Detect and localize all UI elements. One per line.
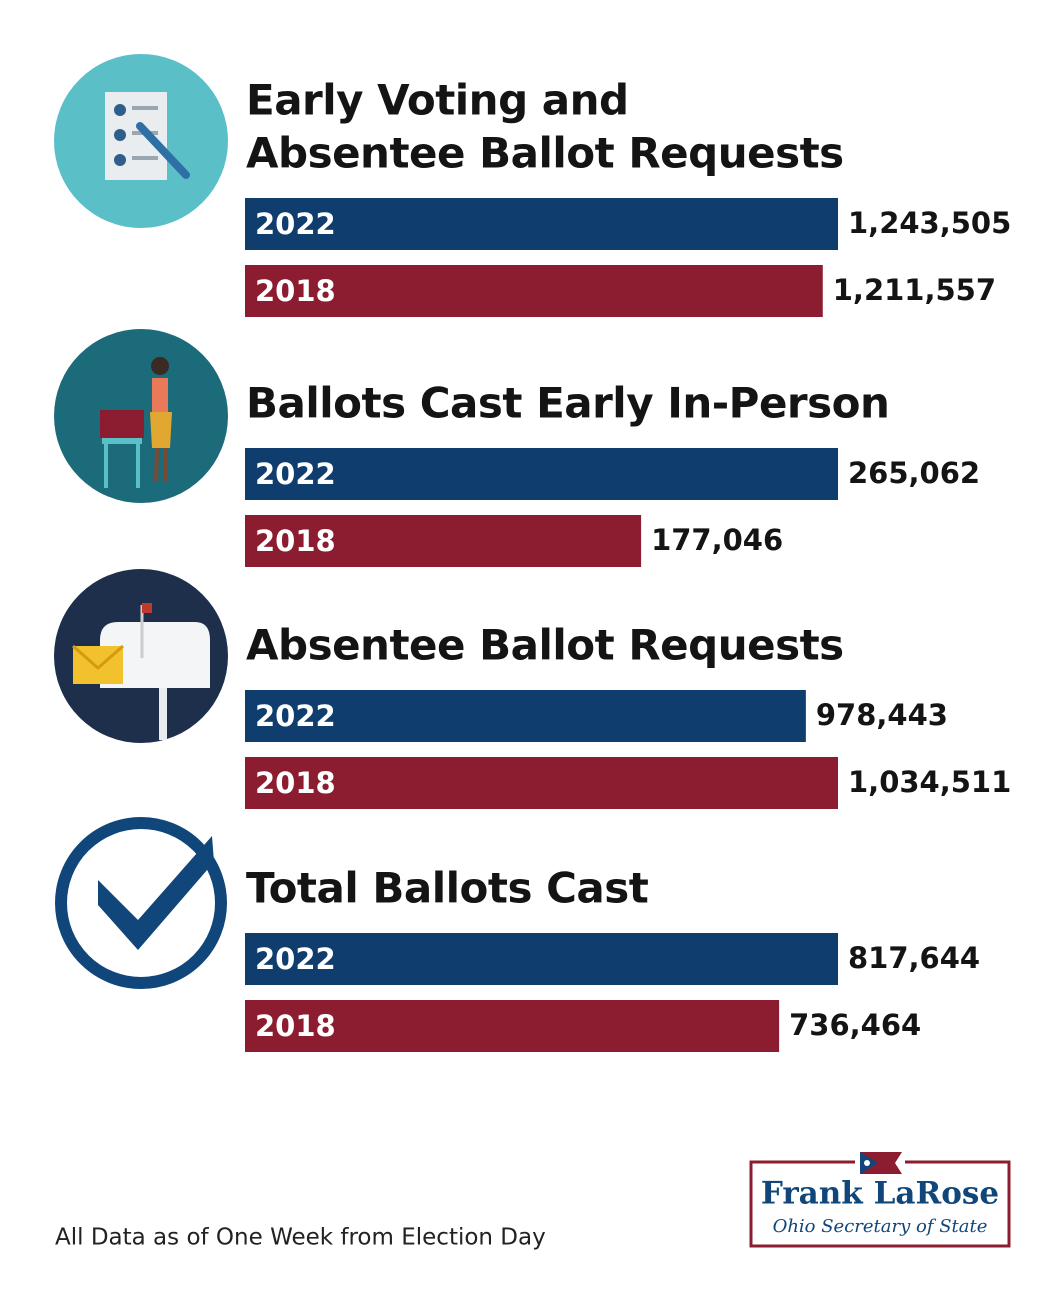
bar-category: 2018 xyxy=(255,274,336,308)
bar xyxy=(245,198,838,250)
bar xyxy=(245,933,838,985)
bar xyxy=(245,265,823,317)
bar-category: 2022 xyxy=(255,699,336,733)
bar xyxy=(245,448,838,500)
bar-category: 2022 xyxy=(255,457,336,491)
panel-title: Ballots Cast Early In-Person xyxy=(246,379,889,428)
logo-name: Frank LaRose xyxy=(761,1176,999,1212)
panel-title: Early Voting and xyxy=(246,76,629,125)
bar-value-label: 1,243,505 xyxy=(848,206,1011,240)
bar-value-label: 978,443 xyxy=(816,698,948,732)
bar xyxy=(245,1000,780,1052)
bar xyxy=(245,515,642,567)
icon-check xyxy=(55,817,227,989)
logo: Frank LaRose Ohio Secretary of State xyxy=(749,1152,1011,1248)
bar-category: 2018 xyxy=(255,1009,336,1043)
bar-category: 2018 xyxy=(255,766,336,800)
logo-subtitle: Ohio Secretary of State xyxy=(773,1216,988,1237)
panel-title: Total Ballots Cast xyxy=(246,864,649,913)
bar-value-label: 1,211,557 xyxy=(833,273,996,307)
bar-category: 2022 xyxy=(255,942,336,976)
bar-value-label: 265,062 xyxy=(848,456,980,490)
icon-mailbox xyxy=(54,569,228,743)
bar-value-label: 177,046 xyxy=(651,523,783,557)
icon-voter xyxy=(54,329,228,503)
bar-value-label: 817,644 xyxy=(848,941,980,975)
bar-category: 2022 xyxy=(255,207,336,241)
bar-value-label: 736,464 xyxy=(789,1008,921,1042)
panel-title: Absentee Ballot Requests xyxy=(246,621,844,670)
bar-category: 2018 xyxy=(255,524,336,558)
bar xyxy=(245,690,806,742)
bar xyxy=(245,757,838,809)
icon-document xyxy=(54,54,228,228)
panel-title: Absentee Ballot Requests xyxy=(246,129,844,178)
bar-value-label: 1,034,511 xyxy=(848,765,1011,799)
footnote: All Data as of One Week from Election Da… xyxy=(55,1225,546,1251)
